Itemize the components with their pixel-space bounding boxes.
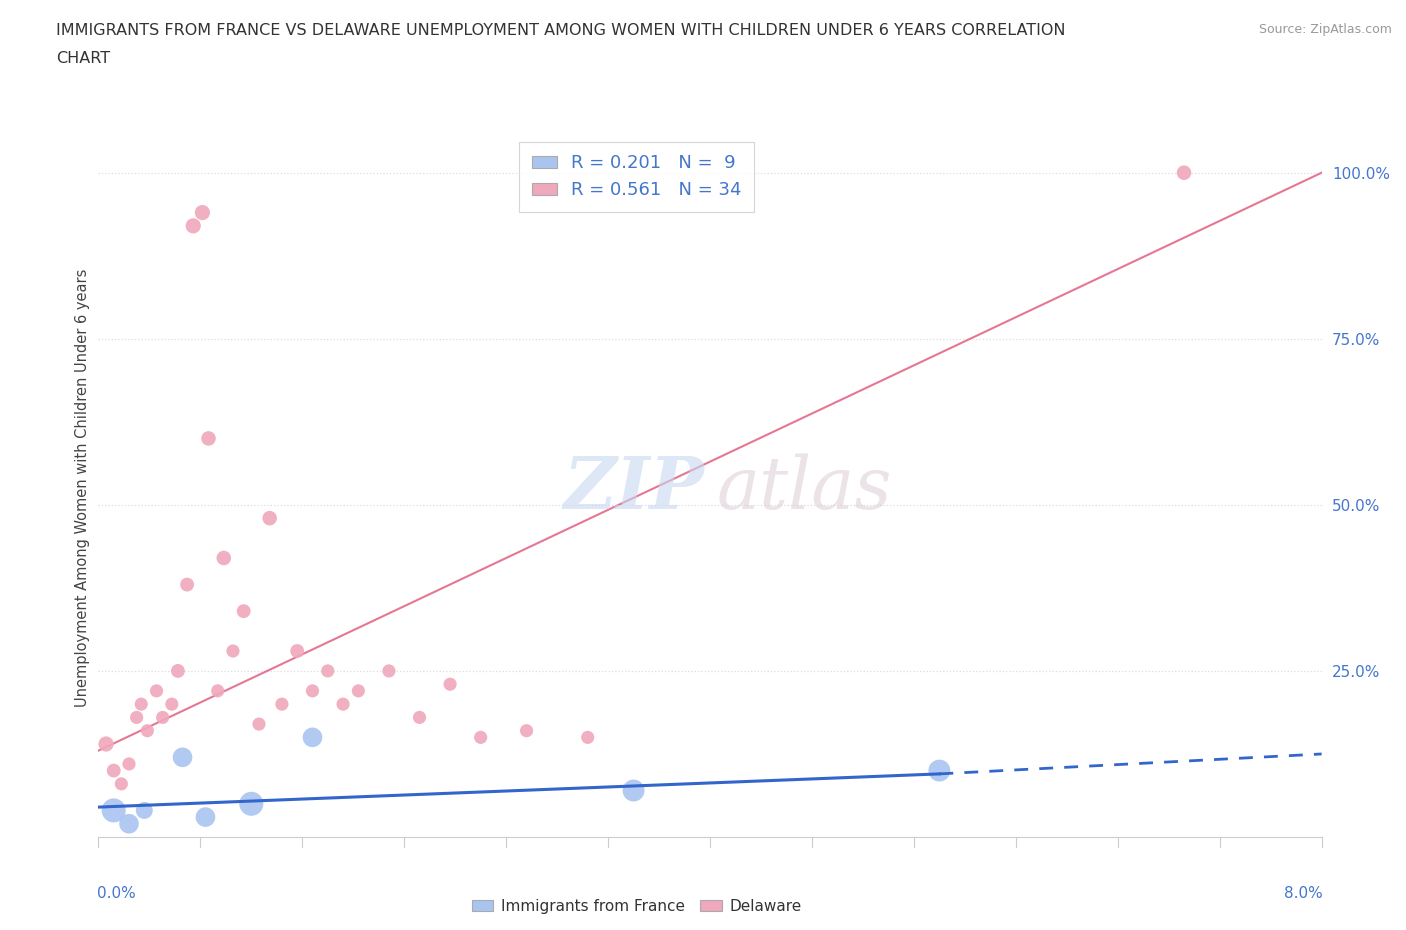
Point bbox=[222, 644, 245, 658]
Point bbox=[172, 750, 194, 764]
Point bbox=[191, 206, 214, 220]
Point bbox=[332, 697, 354, 711]
Point bbox=[378, 663, 401, 678]
Point bbox=[259, 511, 281, 525]
Point bbox=[118, 756, 141, 771]
Point bbox=[270, 697, 294, 711]
Point bbox=[129, 697, 152, 711]
Text: 0.0%: 0.0% bbox=[97, 885, 136, 901]
Point bbox=[194, 810, 217, 825]
Point bbox=[118, 817, 141, 831]
Text: ZIP: ZIP bbox=[562, 453, 704, 524]
Point bbox=[176, 578, 198, 592]
Point bbox=[301, 684, 323, 698]
Point bbox=[301, 730, 323, 745]
Point bbox=[247, 717, 270, 732]
Point bbox=[181, 219, 204, 233]
Text: Source: ZipAtlas.com: Source: ZipAtlas.com bbox=[1258, 23, 1392, 36]
Point bbox=[928, 764, 950, 778]
Point bbox=[408, 710, 430, 724]
Point bbox=[197, 431, 219, 445]
Point bbox=[134, 803, 156, 817]
Point bbox=[576, 730, 599, 745]
Point bbox=[152, 710, 174, 724]
Y-axis label: Unemployment Among Women with Children Under 6 years: Unemployment Among Women with Children U… bbox=[75, 269, 90, 708]
Point bbox=[145, 684, 167, 698]
Point bbox=[439, 677, 461, 692]
Point bbox=[160, 697, 183, 711]
Point bbox=[623, 783, 645, 798]
Point bbox=[136, 724, 159, 738]
Point bbox=[316, 663, 339, 678]
Point bbox=[103, 803, 125, 817]
Text: CHART: CHART bbox=[56, 51, 110, 66]
Point bbox=[94, 737, 117, 751]
Point bbox=[1173, 166, 1195, 180]
Text: atlas: atlas bbox=[716, 453, 891, 524]
Point bbox=[167, 663, 190, 678]
Point bbox=[125, 710, 148, 724]
Text: 8.0%: 8.0% bbox=[1284, 885, 1323, 901]
Text: IMMIGRANTS FROM FRANCE VS DELAWARE UNEMPLOYMENT AMONG WOMEN WITH CHILDREN UNDER : IMMIGRANTS FROM FRANCE VS DELAWARE UNEMP… bbox=[56, 23, 1066, 38]
Point bbox=[110, 777, 132, 791]
Point bbox=[103, 764, 125, 778]
Point bbox=[470, 730, 492, 745]
Point bbox=[515, 724, 537, 738]
Point bbox=[212, 551, 235, 565]
Point bbox=[232, 604, 254, 618]
Point bbox=[285, 644, 308, 658]
Legend: Immigrants from France, Delaware: Immigrants from France, Delaware bbox=[465, 893, 807, 920]
Point bbox=[347, 684, 370, 698]
Point bbox=[207, 684, 229, 698]
Point bbox=[240, 796, 263, 811]
